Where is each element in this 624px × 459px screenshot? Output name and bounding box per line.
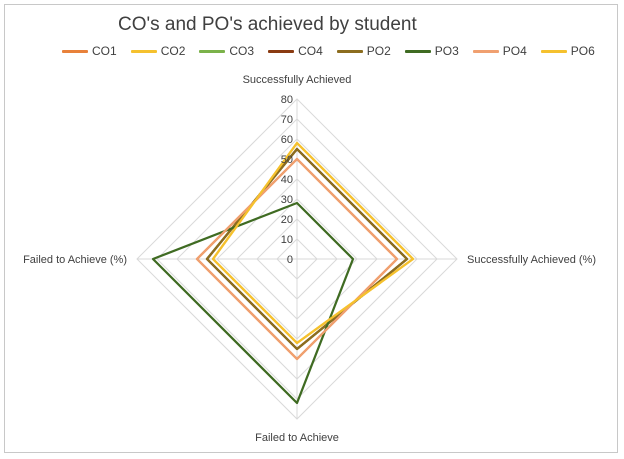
tick-label-10: 10 <box>281 234 293 246</box>
legend-swatch <box>130 49 157 53</box>
legend-label: PO4 <box>502 44 527 58</box>
legend-item-po3: PO3 <box>404 44 459 58</box>
legend-label: PO6 <box>570 44 595 58</box>
tick-label-40: 40 <box>281 174 293 186</box>
legend-swatch <box>404 49 431 53</box>
legend-item-co3: CO3 <box>199 44 254 58</box>
legend-swatch <box>62 49 88 53</box>
legend-item-po6: PO6 <box>540 44 595 58</box>
radar-series <box>151 141 415 405</box>
legend-label: PO2 <box>366 44 391 58</box>
tick-label-50: 50 <box>281 154 293 166</box>
axis-label-3: Failed to Achieve (%) <box>23 254 127 266</box>
tick-label-30: 30 <box>281 194 293 206</box>
series-po2 <box>205 147 409 351</box>
tick-label-0: 0 <box>287 254 293 266</box>
tick-label-20: 20 <box>281 214 293 226</box>
legend-swatch <box>199 49 226 53</box>
legend-label: CO2 <box>160 44 186 58</box>
legend-swatch <box>540 49 567 53</box>
legend-label: PO3 <box>434 44 459 58</box>
series-po6 <box>211 141 415 345</box>
series-po3 <box>151 201 355 405</box>
legend-item-co2: CO2 <box>130 44 186 58</box>
legend-label: CO1 <box>92 44 117 58</box>
legend-item-co4: CO4 <box>268 44 323 58</box>
tick-label-80: 80 <box>281 94 293 106</box>
series-po4 <box>195 157 399 361</box>
radial-tick-labels: 0 10 20 30 40 50 60 70 80 <box>281 94 293 266</box>
legend-item-po2: PO2 <box>336 44 391 58</box>
axis-label-1: Successfully Achieved (%) <box>467 254 596 266</box>
axis-labels: Successfully Achieved Successfully Achiev… <box>23 74 596 444</box>
tick-label-70: 70 <box>281 114 293 126</box>
legend-swatch <box>472 49 499 53</box>
tick-label-60: 60 <box>281 134 293 146</box>
legend-swatch <box>336 49 363 53</box>
legend-label: CO3 <box>229 44 255 58</box>
chart-title: CO's and PO's achieved by student <box>118 14 417 35</box>
legend-swatch <box>268 49 295 53</box>
legend-item-co1: CO1 <box>62 44 117 58</box>
legend: CO1 CO2 CO3 CO4 PO2 PO3 PO4 PO6 <box>62 44 595 58</box>
radar-grid <box>136 98 458 420</box>
legend-item-po4: PO4 <box>472 44 527 58</box>
chart-frame <box>4 4 618 453</box>
axis-label-2: Failed to Achieve <box>255 432 339 444</box>
legend-label: CO4 <box>298 44 323 58</box>
axis-label-0: Successfully Achieved <box>243 74 352 86</box>
